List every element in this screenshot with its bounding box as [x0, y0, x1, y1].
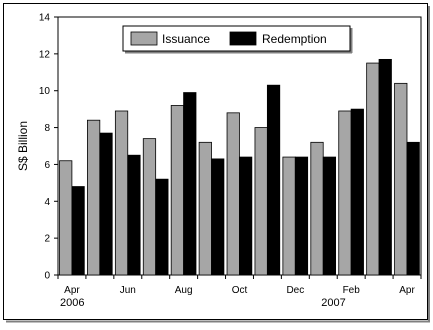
y-tick-label-5: 10 — [39, 86, 51, 97]
bar-redemption-0 — [71, 186, 85, 276]
bar-redemption-11 — [378, 58, 392, 276]
x-tick-label-0: Apr — [64, 285, 80, 296]
bar-issuance-6 — [226, 112, 240, 276]
x-tick-label-8: Dec — [286, 285, 304, 296]
bar-redemption-5 — [211, 158, 225, 276]
bar-issuance-7 — [254, 127, 268, 276]
bar-redemption-2 — [127, 154, 141, 276]
year-label-2007: 2007 — [321, 297, 345, 309]
bar-issuance-5 — [198, 141, 212, 276]
bar-issuance-0 — [59, 160, 73, 276]
y-tick-label-4: 8 — [44, 123, 50, 134]
bar-issuance-2 — [114, 110, 129, 276]
y-tick-label-0: 0 — [44, 271, 50, 282]
bar-issuance-8 — [282, 156, 296, 276]
x-tick-label-2: Jun — [120, 285, 136, 296]
legend-label-redemption: Redemption — [262, 32, 327, 46]
legend: Issuance Redemption — [122, 25, 353, 54]
y-tick-label-7: 14 — [39, 13, 51, 24]
y-axis-title: S$ Billion — [16, 121, 30, 171]
bar-redemption-1 — [99, 132, 113, 276]
x-tick-label-10: Feb — [343, 285, 361, 296]
bar-issuance-12 — [394, 82, 408, 276]
bar-redemption-12 — [406, 141, 420, 276]
bar-issuance-3 — [142, 138, 157, 276]
bar-redemption-9 — [322, 156, 337, 276]
bar-redemption-10 — [350, 108, 364, 276]
x-tick-label-6: Oct — [232, 285, 248, 296]
bar-issuance-10 — [338, 110, 352, 276]
bar-redemption-8 — [294, 156, 309, 276]
bar-issuance-1 — [87, 119, 101, 276]
legend-swatch-redemption — [229, 31, 257, 46]
bar-redemption-4 — [183, 92, 197, 276]
bar-redemption-3 — [155, 178, 169, 276]
x-tick-label-4: Aug — [175, 285, 193, 296]
y-tick-label-6: 12 — [39, 49, 51, 60]
legend-swatch-issuance — [130, 31, 158, 46]
bars-group — [59, 58, 420, 276]
bar-redemption-7 — [266, 84, 281, 276]
legend-label-issuance: Issuance — [162, 32, 210, 46]
bar-issuance-11 — [366, 62, 380, 276]
y-tick-label-1: 2 — [44, 234, 50, 245]
bar-redemption-6 — [239, 156, 253, 276]
y-tick-label-3: 6 — [44, 160, 50, 171]
x-tick-label-12: Apr — [399, 285, 415, 296]
y-tick-label-2: 4 — [44, 197, 50, 208]
bar-issuance-4 — [170, 105, 184, 276]
bar-issuance-9 — [310, 141, 324, 276]
year-label-2006: 2006 — [60, 297, 84, 309]
